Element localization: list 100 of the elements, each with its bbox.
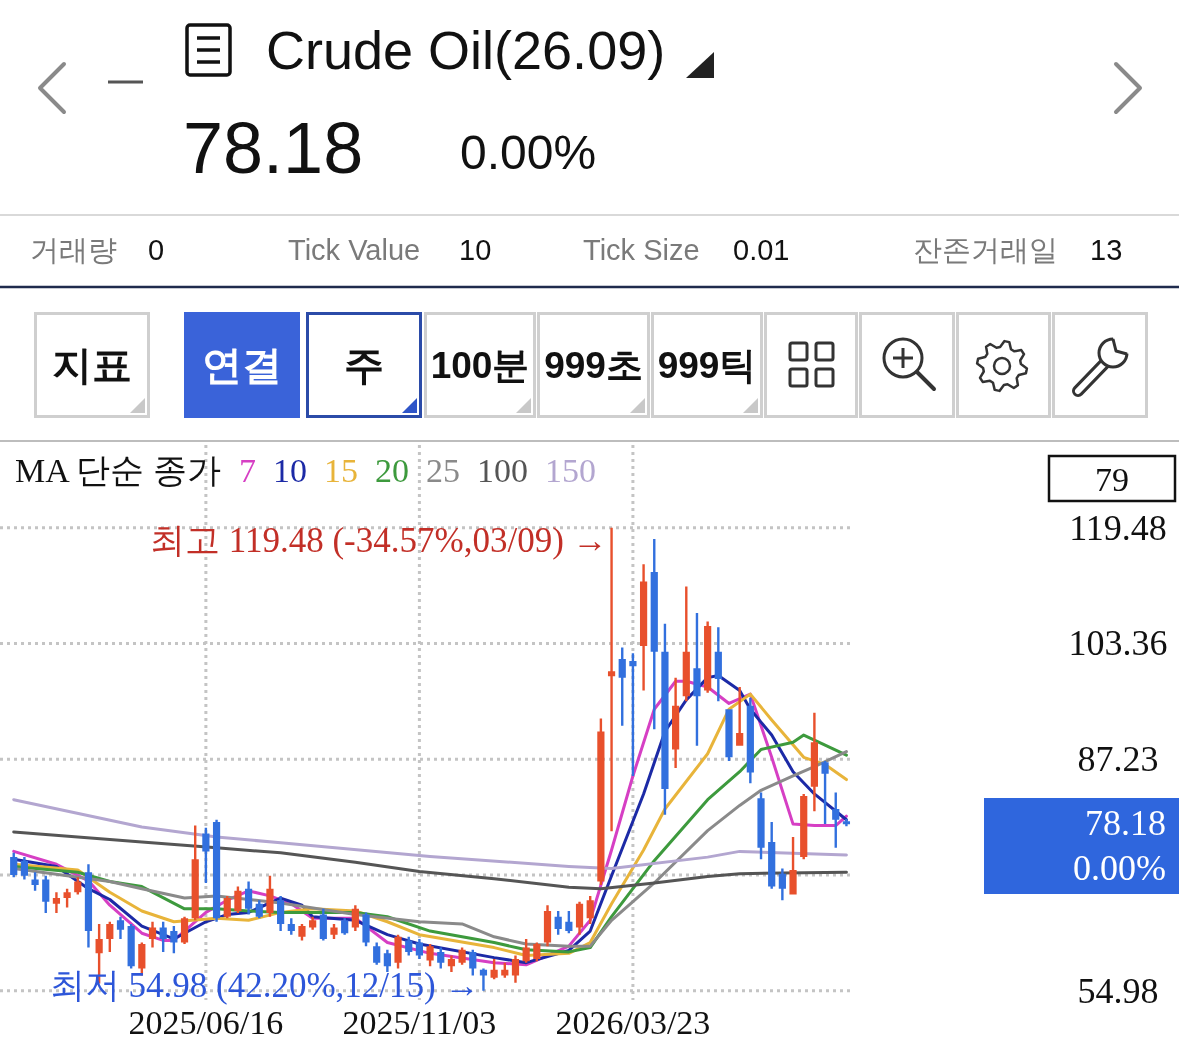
candlestick [554,910,562,935]
text: 10 [459,234,492,266]
candlestick [373,942,381,965]
candlestick [607,527,616,832]
candlestick [180,916,189,944]
candlestick [575,901,584,935]
price: 78.18 [183,108,364,188]
candlestick [106,921,114,952]
candlestick [223,895,231,919]
candlestick [778,868,786,901]
candlestick [309,916,317,930]
candlestick [543,905,552,947]
candlestick [52,892,61,914]
candlestick [84,864,93,948]
candlestick [148,921,157,948]
candlestick [821,760,829,825]
candlestick [127,923,135,969]
candlestick [234,886,242,914]
candlestick [298,923,306,941]
candlestick [10,852,18,878]
candlestick [42,875,50,914]
candlestick [522,938,530,963]
text: 거래량 [30,234,117,266]
candlestick [351,905,359,932]
candlestick [159,921,167,952]
candlestick [533,942,541,962]
candlestick [394,934,402,969]
candlestick [74,877,82,895]
candlestick [746,697,754,784]
candlestick [244,881,253,915]
candlestick [31,872,39,891]
candlestick [832,792,840,848]
candlestick [650,539,658,730]
candlestick [362,912,370,947]
candlestick [693,613,701,746]
candlestick [768,821,776,889]
candlestick [383,949,391,972]
candlestick [202,827,210,883]
candlestick [63,888,71,908]
candlestick [277,895,285,932]
candlestick [415,938,423,960]
candlestick [511,955,520,983]
candlestick [704,621,712,693]
text: 78.18 [1085,803,1166,843]
candlestick [639,564,648,691]
text: 13 [1090,234,1123,266]
y-tick-label: 54.98 [1077,970,1159,1011]
candlestick [287,918,295,935]
candlestick [810,712,818,812]
button: 100분 [424,312,536,418]
candlestick [565,910,573,934]
candlestick [789,837,797,895]
candlestick [479,968,488,991]
candlestick [20,857,28,880]
y-tick-label: 119.48 [1069,507,1167,548]
candlestick [672,677,680,769]
candlestick [266,875,274,917]
text: 0 [148,234,165,266]
annotation: 최저 54.98 (42.20%,12/15) → [49,966,480,1006]
y-tick-label: 103.36 [1068,623,1168,664]
text: Tick Value [288,234,421,266]
candlestick [212,819,221,922]
candlestick [490,959,498,980]
y-tick-label: 87.23 [1077,739,1159,780]
candlestick [469,949,477,976]
candlestick [116,916,125,939]
candlestick [501,962,509,978]
candlestick [586,895,594,924]
candlestick [682,586,690,702]
candlestick [447,955,456,972]
text: 0.01 [733,234,790,266]
button: 주 [306,312,422,418]
candlestick [736,686,744,746]
text: 0.00% [1073,848,1166,888]
count-box: 79 [1047,454,1177,503]
button: 999틱 [651,312,763,418]
x-tick-label: 2026/03/23 [555,1003,711,1041]
text: Tick Size [583,234,700,266]
annotation: 최고 119.48 (-34.57%,03/09) → [150,521,608,561]
candlestick [714,627,722,702]
legend: MA 단순 종가 7 10 15 20 25 100 150 [15,451,596,489]
candlestick [725,709,733,761]
candlestick [661,623,669,815]
title: Crude Oil(26.09) [266,20,666,80]
text: 0.00% [460,125,597,179]
candlestick [437,947,445,969]
button: 지표 [34,312,150,418]
candlestick [597,718,605,886]
candlestick [757,792,765,860]
candlestick [405,936,413,956]
candlestick [458,947,466,965]
candlestick [170,926,178,954]
candlestick [191,825,199,921]
candlestick [330,923,338,939]
candlestick [800,793,808,860]
candlestick [618,647,626,726]
button: 999초 [537,312,650,418]
candlestick [255,900,263,919]
candlestick [842,819,851,827]
text: 잔존거래일 [913,234,1058,266]
